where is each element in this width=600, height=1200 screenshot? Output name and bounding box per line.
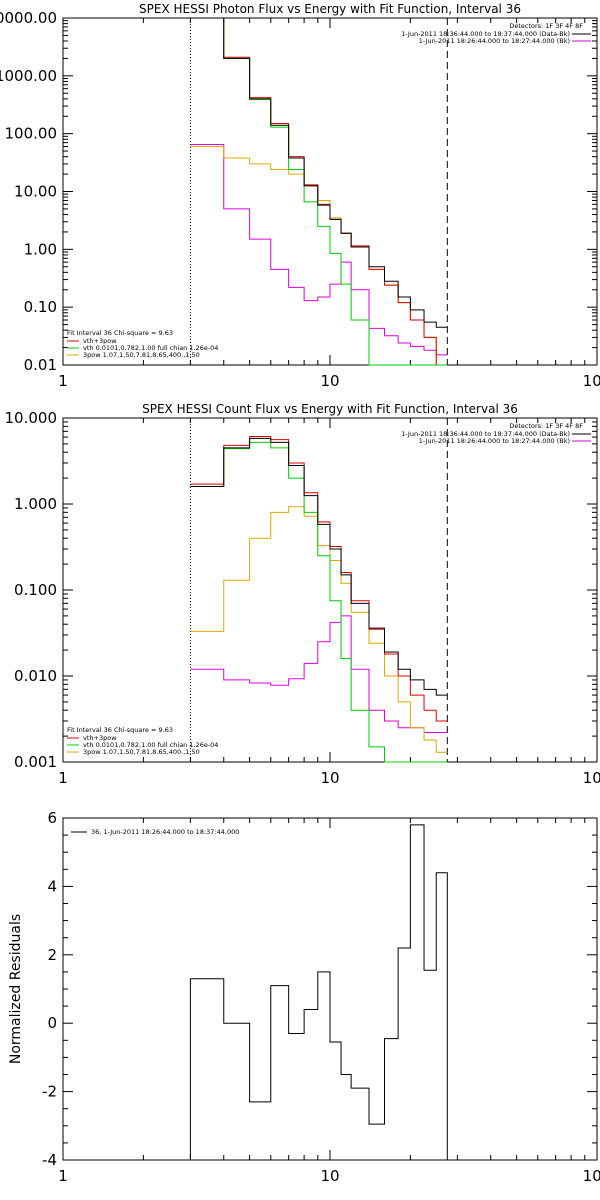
x-tick-label: 1 <box>58 372 68 390</box>
legend-entry-label: 36, 1-Jun-2011 18:26:44.000 to 18:37:44.… <box>91 828 239 836</box>
plot-frame <box>62 17 598 366</box>
y-tick-label: 0.10 <box>24 298 57 316</box>
legend-header: Detectors: 1F 3F 4F 8F <box>509 22 583 30</box>
y-tick-label: 10.000 <box>5 409 58 427</box>
y-tick-label: 10.00 <box>14 183 57 201</box>
series-total <box>190 435 448 722</box>
panel-2: 1 10 100 0.001 0.010 0.100 1.000 10.000 SPEX HES… <box>5 402 600 787</box>
series-powerlaw <box>190 506 448 753</box>
x-tick-label: 10 <box>320 372 339 390</box>
y-tick-label: 4 <box>47 877 57 895</box>
y-tick-label: 1000.00 <box>0 67 57 85</box>
panel-3: 1 10 100 -4 -2 0 2 4 6 Normalized Residuals 36, 1-… <box>8 809 600 1185</box>
legend-entry-label: 1-Jun-2011 18:26:44.000 to 18:27:44.000 … <box>419 437 570 445</box>
chart-title: SPEX HESSI Photon Flux vs Energy with Fi… <box>139 2 521 16</box>
x-tick-label: 10 <box>320 769 339 787</box>
y-tick-label: 1.000 <box>14 495 57 513</box>
series-total <box>190 17 448 366</box>
y-tick-label: 2 <box>47 946 57 964</box>
fit-legend-label: 3pow 1.07,1.50,7.81,8.65,400.,1.50 <box>83 748 200 756</box>
fit-legend-label: 3pow 1.07,1.50,7.81,8.65,400.,1.50 <box>83 351 200 359</box>
series-background <box>190 615 448 734</box>
chart-title: SPEX HESSI Count Flux vs Energy with Fit… <box>142 402 518 416</box>
y-tick-label: 0.001 <box>14 753 57 771</box>
x-tick-label: 100 <box>583 769 600 787</box>
fit-info: Fit Interval 36 Chi-square = 9.63 <box>67 329 173 337</box>
y-tick-label: 100.00 <box>5 125 58 143</box>
x-tick-label: 100 <box>583 1167 600 1185</box>
y-tick-label: 1.00 <box>24 240 57 258</box>
legend-entry-label: 1-Jun-2011 18:36:44.000 to 18:37:44.000 … <box>401 430 570 438</box>
x-tick-label: 1 <box>58 1167 68 1185</box>
x-tick-label: 1 <box>58 769 68 787</box>
fit-info: Fit Interval 36 Chi-square = 9.63 <box>67 726 173 734</box>
legend-header: Detectors: 1F 3F 4F 8F <box>509 422 583 430</box>
legend-entry-label: 1-Jun-2011 18:26:44.000 to 18:27:44.000 … <box>419 37 570 45</box>
x-tick-label: 10 <box>320 1167 339 1185</box>
legend-entry-label: 1-Jun-2011 18:36:44.000 to 18:37:44.000 … <box>401 30 570 38</box>
y-tick-label: 0.100 <box>14 581 57 599</box>
fit-legend-label: vth+3pow <box>83 734 117 742</box>
y-tick-label: 10000.00 <box>0 9 57 27</box>
y-tick-label: 0.01 <box>24 356 57 374</box>
panel-1: 1 10 100 0.01 0.10 1.00 10.00 100.00 1000.00 1000… <box>0 2 600 390</box>
fit-legend-label: vth+3pow <box>83 337 117 345</box>
series-data <box>190 437 448 696</box>
series-thermal <box>190 441 448 763</box>
series-powerlaw <box>190 145 448 366</box>
y-tick-label: -4 <box>42 1151 57 1169</box>
fit-legend-label: vth 0.0101,0.782,1.00 full chian 1.26e-0… <box>83 741 218 749</box>
y-axis-label: Normalized Residuals <box>8 914 24 1064</box>
y-tick-label: 6 <box>47 809 57 827</box>
y-tick-label: 0 <box>47 1014 57 1032</box>
series-data <box>190 17 448 328</box>
x-tick-label: 100 <box>583 372 600 390</box>
series-thermal <box>190 17 448 366</box>
fit-legend-label: vth 0.0101,0.782,1.00 full chian 1.26e-0… <box>83 344 218 352</box>
series-residuals <box>189 824 448 1160</box>
y-tick-label: -2 <box>42 1083 57 1101</box>
series-background <box>190 143 448 356</box>
y-tick-label: 0.010 <box>14 667 57 685</box>
